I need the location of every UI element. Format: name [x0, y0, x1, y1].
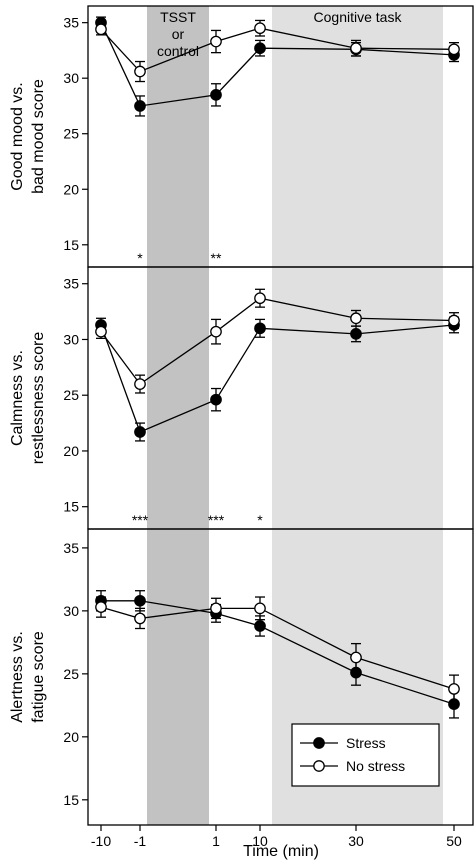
data-point-no-stress — [210, 35, 222, 48]
data-point-stress — [254, 322, 266, 335]
data-point-no-stress — [210, 325, 222, 338]
data-point-stress — [134, 594, 146, 607]
data-point-no-stress — [95, 325, 107, 338]
data-point-no-stress — [254, 22, 266, 35]
series-line-no-stress — [100, 27, 455, 73]
data-point-no-stress — [448, 683, 460, 695]
y-tick-label: 30 — [63, 70, 79, 86]
data-point-no-stress — [448, 43, 460, 56]
y-tick-label: 30 — [63, 331, 79, 347]
data-point-stress — [254, 42, 266, 55]
y-axis-label-line: bad mood score — [30, 79, 47, 194]
x-tick-label: 30 — [348, 833, 364, 849]
y-tick-label: 20 — [63, 443, 79, 459]
panel-3: 15 20 25 30 35 Alertness vs. fatigue score — [9, 540, 460, 808]
data-point-stress — [210, 89, 222, 101]
series-line-no-stress — [100, 606, 455, 690]
x-axis-label: Time (min) — [243, 843, 319, 860]
x-tick-label: 50 — [446, 833, 462, 849]
data-point-stress — [350, 328, 362, 340]
series-line-no-stress — [100, 297, 455, 385]
y-tick-label: 35 — [63, 15, 79, 31]
shaded-region-label-0-0: TSST — [160, 9, 196, 25]
legend-box — [291, 723, 440, 787]
data-point-stress — [134, 100, 146, 112]
data-point-stress — [210, 393, 222, 406]
data-point-no-stress — [134, 378, 146, 390]
series-line-stress — [100, 22, 455, 107]
data-point-no-stress — [350, 651, 362, 664]
data-point-no-stress — [134, 612, 146, 625]
y-axis-label-line: fatigue score — [30, 631, 47, 723]
y-tick-label: 35 — [63, 540, 79, 556]
data-point-no-stress — [350, 312, 362, 325]
y-axis-label-line: Alertness vs. — [9, 631, 26, 723]
data-point-stress — [254, 620, 266, 632]
legend-marker-no-stress — [313, 760, 325, 772]
significance-marker: * — [137, 250, 143, 266]
y-tick-label: 15 — [63, 237, 79, 253]
data-point-no-stress — [254, 292, 266, 305]
y-tick-label: 25 — [63, 387, 79, 403]
x-axis: -10 -1 1 10 30 50 Time (min) — [91, 825, 462, 860]
data-point-no-stress — [95, 601, 107, 613]
y-axis-label-line: Calmness vs. — [9, 350, 26, 446]
panel-frame-3 — [87, 528, 474, 826]
shaded-region-label-0-1: or — [172, 26, 185, 42]
significance-marker: *** — [132, 512, 149, 528]
shaded-region-label-0-2: control — [157, 43, 199, 59]
legend-label-stress: Stress — [346, 735, 386, 751]
series-line-stress — [100, 324, 455, 433]
y-axis-label: Alertness vs. fatigue score — [9, 631, 47, 723]
x-tick-label: -10 — [91, 833, 111, 849]
series-line-stress — [101, 600, 455, 705]
y-tick-label: 20 — [63, 729, 79, 745]
shaded-region-label-1-0: Cognitive task — [314, 9, 403, 25]
x-tick-label: -1 — [134, 833, 147, 849]
data-point-no-stress — [134, 65, 146, 78]
y-tick-label: 30 — [63, 603, 79, 619]
significance-marker: * — [257, 512, 263, 528]
data-point-stress — [134, 426, 146, 438]
y-tick-label: 15 — [63, 499, 79, 515]
y-tick-label: 25 — [63, 126, 79, 142]
data-point-no-stress — [210, 602, 222, 615]
data-point-no-stress — [95, 23, 107, 36]
legend-label-no-stress: No stress — [346, 758, 405, 774]
shaded-region-1 — [272, 6, 443, 825]
significance-marker: *** — [208, 512, 225, 528]
y-tick-label: 35 — [63, 276, 79, 292]
data-point-no-stress — [254, 602, 266, 615]
y-tick-label: 25 — [63, 666, 79, 682]
y-tick-label: 20 — [63, 181, 79, 197]
x-tick-label: 10 — [252, 833, 268, 849]
data-point-no-stress — [448, 314, 460, 327]
y-axis-label: Calmness vs. restlessness score — [9, 332, 47, 465]
y-axis-label: Good mood vs. bad mood score — [9, 79, 47, 194]
x-tick-label: 1 — [212, 833, 220, 849]
y-axis-label-line: Good mood vs. — [9, 82, 26, 191]
y-axis-label-line: restlessness score — [30, 332, 47, 465]
panel-2: 15 20 25 30 35 Calmness vs. restlessness score… — [9, 276, 460, 528]
panel-frames — [87, 5, 474, 826]
legend-marker-stress — [313, 737, 325, 749]
data-point-no-stress — [350, 42, 362, 55]
y-tick-label: 15 — [63, 792, 79, 808]
legend: Stress No stress — [291, 723, 440, 787]
significance-marker: ** — [211, 250, 222, 266]
